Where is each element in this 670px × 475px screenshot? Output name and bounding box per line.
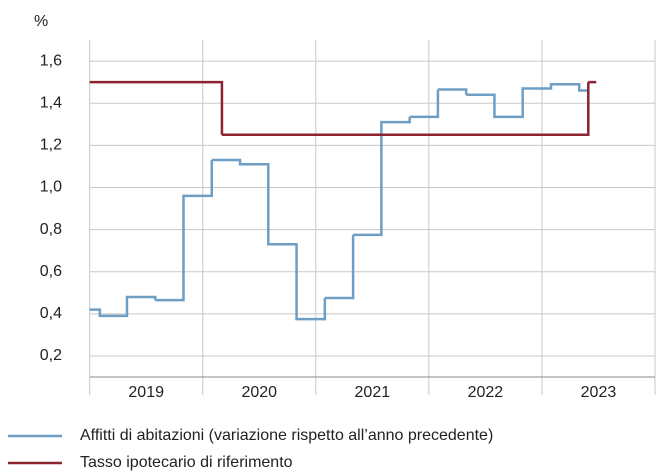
y-tick-label: 0,6: [40, 263, 62, 280]
y-tick-label: 1,6: [40, 52, 62, 69]
legend-label: Affitti di abitazioni (variazione rispet…: [80, 427, 493, 444]
x-tick-label: 2019: [128, 384, 164, 401]
series-line: [89, 80, 597, 137]
y-tick-label: 1,2: [40, 137, 62, 154]
series-line: [89, 82, 589, 321]
x-tick-label: 2023: [581, 384, 617, 401]
y-tick-label: 0,2: [40, 347, 62, 364]
y-unit: %: [34, 13, 48, 30]
legend-label: Tasso ipotecario di riferimento: [80, 454, 293, 471]
y-tick-label: 1,4: [40, 94, 62, 111]
y-tick-label: 1,0: [40, 179, 62, 196]
x-tick-label: 2021: [355, 384, 391, 401]
x-tick-label: 2020: [241, 384, 277, 401]
x-tick-label: 2022: [468, 384, 504, 401]
y-tick-label: 0,8: [40, 221, 62, 238]
y-tick-label: 0,4: [40, 305, 62, 322]
